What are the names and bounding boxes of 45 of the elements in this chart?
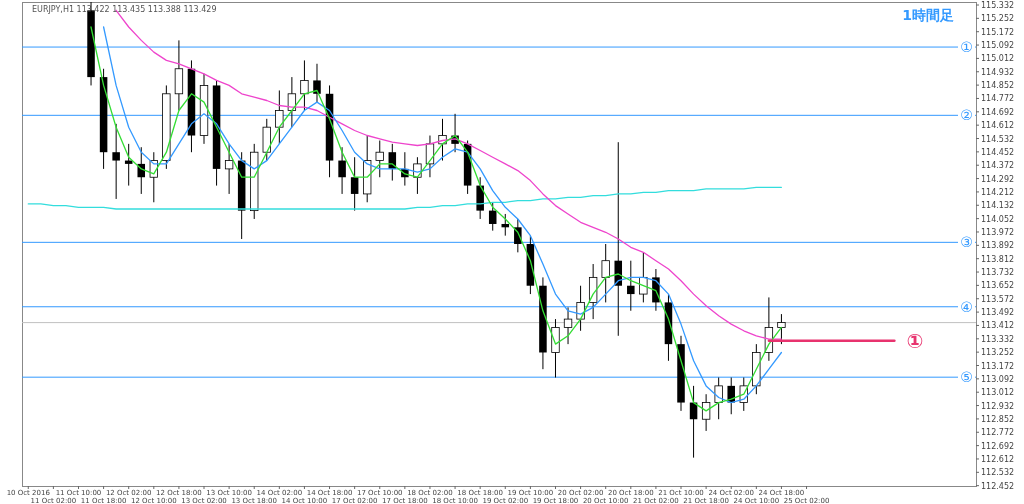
y-tick-label: 113.332 bbox=[981, 334, 1015, 344]
y-tick-label: 115.252 bbox=[981, 14, 1015, 24]
ref-line-label: ⑤ bbox=[960, 369, 973, 386]
y-tick-label: 115.332 bbox=[981, 1, 1015, 10]
y-tick-label: 113.012 bbox=[981, 388, 1015, 398]
line-series bbox=[27, 186, 783, 210]
y-tick-label: 113.812 bbox=[981, 254, 1015, 264]
y-tick-label: 113.252 bbox=[981, 348, 1015, 358]
y-tick-label: 114.852 bbox=[981, 81, 1015, 91]
y-tick-label: 114.372 bbox=[981, 161, 1015, 171]
ref-line-label: ③ bbox=[960, 234, 973, 251]
y-tick-label: 113.972 bbox=[981, 227, 1015, 237]
y-tick-label: 114.932 bbox=[981, 67, 1015, 77]
y-tick-label: 114.452 bbox=[981, 147, 1015, 157]
annotation: 1時間足 bbox=[902, 7, 954, 23]
y-tick-label: 114.052 bbox=[981, 214, 1015, 224]
y-tick-label: 113.172 bbox=[981, 361, 1015, 371]
y-tick-label: 112.932 bbox=[981, 401, 1015, 411]
y-tick-label: 113.492 bbox=[981, 308, 1015, 318]
ref-line-label: ① bbox=[960, 39, 973, 56]
ref-line-label: ④ bbox=[960, 298, 973, 315]
y-tick-label: 112.612 bbox=[981, 454, 1015, 464]
y-tick-label: 115.172 bbox=[981, 27, 1015, 37]
y-tick-label: 114.212 bbox=[981, 187, 1015, 197]
y-tick-label: 114.532 bbox=[981, 134, 1015, 144]
y-tick-label: 114.612 bbox=[981, 121, 1015, 131]
y-tick-label: 112.452 bbox=[981, 481, 1015, 491]
y-tick-label: 114.132 bbox=[981, 201, 1015, 211]
y-tick-label: 113.892 bbox=[981, 241, 1015, 251]
y-tick-label: 113.732 bbox=[981, 268, 1015, 278]
y-tick-label: 114.292 bbox=[981, 174, 1015, 184]
y-tick-label: 113.092 bbox=[981, 374, 1015, 384]
y-tick-label: 115.012 bbox=[981, 54, 1015, 64]
y-tick-label: 114.692 bbox=[981, 107, 1015, 117]
y-tick-label: 114.772 bbox=[981, 94, 1015, 104]
y-tick-label: 113.412 bbox=[981, 321, 1015, 331]
y-tick-label: 113.652 bbox=[981, 281, 1015, 291]
annotation: ① bbox=[906, 328, 924, 353]
ref-line-label: ② bbox=[960, 107, 973, 124]
y-tick-label: 115.092 bbox=[981, 41, 1015, 51]
y-tick-label: 112.692 bbox=[981, 441, 1015, 451]
y-tick-label: 112.852 bbox=[981, 414, 1015, 424]
y-tick-label: 112.532 bbox=[981, 468, 1015, 478]
y-tick-label: 112.772 bbox=[981, 428, 1015, 438]
y-tick-label: 113.572 bbox=[981, 294, 1015, 304]
